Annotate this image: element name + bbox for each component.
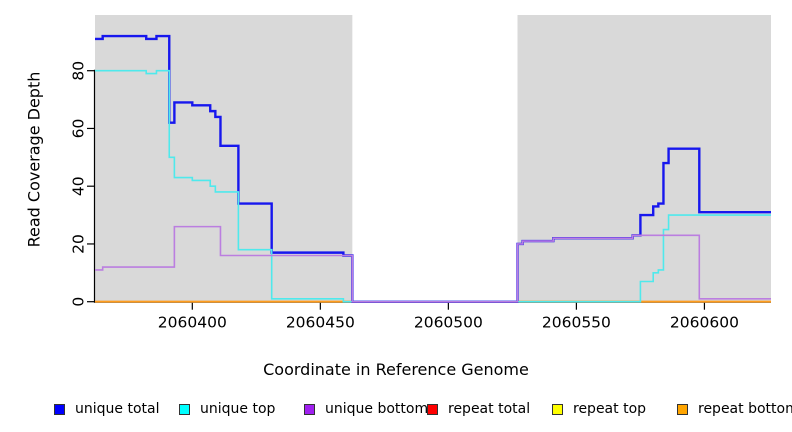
x-axis-title: Coordinate in Reference Genome [263,360,529,379]
y-tick-label: 40 [70,176,88,196]
y-tick-label: 0 [70,297,88,307]
legend-label: repeat bottom [698,401,792,417]
x-tick-label: 2060550 [542,314,611,332]
legend: unique total unique top unique bottom repea… [0,399,792,421]
x-tick-label: 2060600 [670,314,739,332]
series-line-unique-top [95,69,771,303]
legend-swatch-unique-bottom [304,403,315,415]
no-data-region [352,15,518,303]
legend-swatch-unique-top [179,403,190,415]
y-tick-label: 80 [70,61,88,81]
legend-label: repeat total [448,401,531,417]
legend-label: unique total [75,401,160,417]
legend-swatch-repeat-top [552,403,563,415]
legend-label: unique bottom [325,401,429,417]
legend-item-unique-bottom: unique bottom [304,399,428,419]
y-axis-title: Read Coverage Depth [24,71,44,248]
legend-item-repeat-total: repeat total [427,399,530,419]
legend-label: unique top [200,401,276,417]
legend-item-repeat-bottom: repeat bottom [677,399,792,419]
legend-item-repeat-top: repeat top [552,399,646,419]
series-line-unique-bottom [95,225,771,303]
legend-swatch-unique-total [54,403,65,415]
x-tick-label: 2060500 [414,314,483,332]
legend-item-unique-total: unique total [54,399,159,419]
y-tick-label: 60 [70,119,88,139]
legend-item-unique-top: unique top [179,399,275,419]
legend-label: repeat top [573,401,647,417]
legend-swatch-repeat-total [427,403,438,415]
legend-swatch-repeat-bottom [677,403,688,415]
x-tick-label: 2060400 [158,314,227,332]
y-tick-label: 20 [70,234,88,254]
x-tick-label: 2060450 [286,314,355,332]
